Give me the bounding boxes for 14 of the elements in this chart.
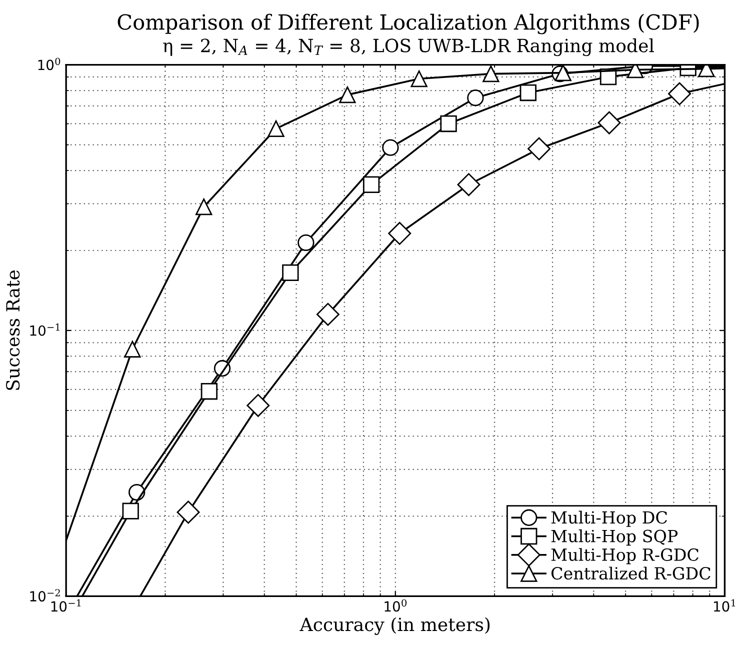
x-tick-label: 10$^{−1}$ — [51, 599, 81, 612]
legend-label: Centralized R-GDC — [551, 566, 710, 580]
chart-title: Comparison of Different Localization Algorithms (CDF) — [118, 14, 699, 34]
chart-subtitle: η = 2, N$_{A}$ = 4, N$_{T}$ = 8, LOS UWB-LDR Ranging model — [163, 38, 654, 56]
x-axis-title: Accuracy (in meters) — [300, 617, 490, 635]
legend-label: Multi-Hop DC — [551, 510, 667, 527]
x-tick-label: 10$^{0}$ — [384, 599, 407, 612]
legend-label: Multi-Hop SQP — [551, 529, 678, 546]
y-tick-label: 10$^{0}$ — [38, 58, 60, 70]
x-tick-label: 10$^{1}$ — [714, 599, 736, 612]
legend-label: Multi-Hop R-GDC — [551, 548, 698, 564]
y-tick-label: 10$^{−1}$ — [30, 323, 60, 336]
y-tick-label: 10$^{−2}$ — [30, 589, 60, 602]
y-axis-title: Success Rate — [6, 270, 20, 390]
